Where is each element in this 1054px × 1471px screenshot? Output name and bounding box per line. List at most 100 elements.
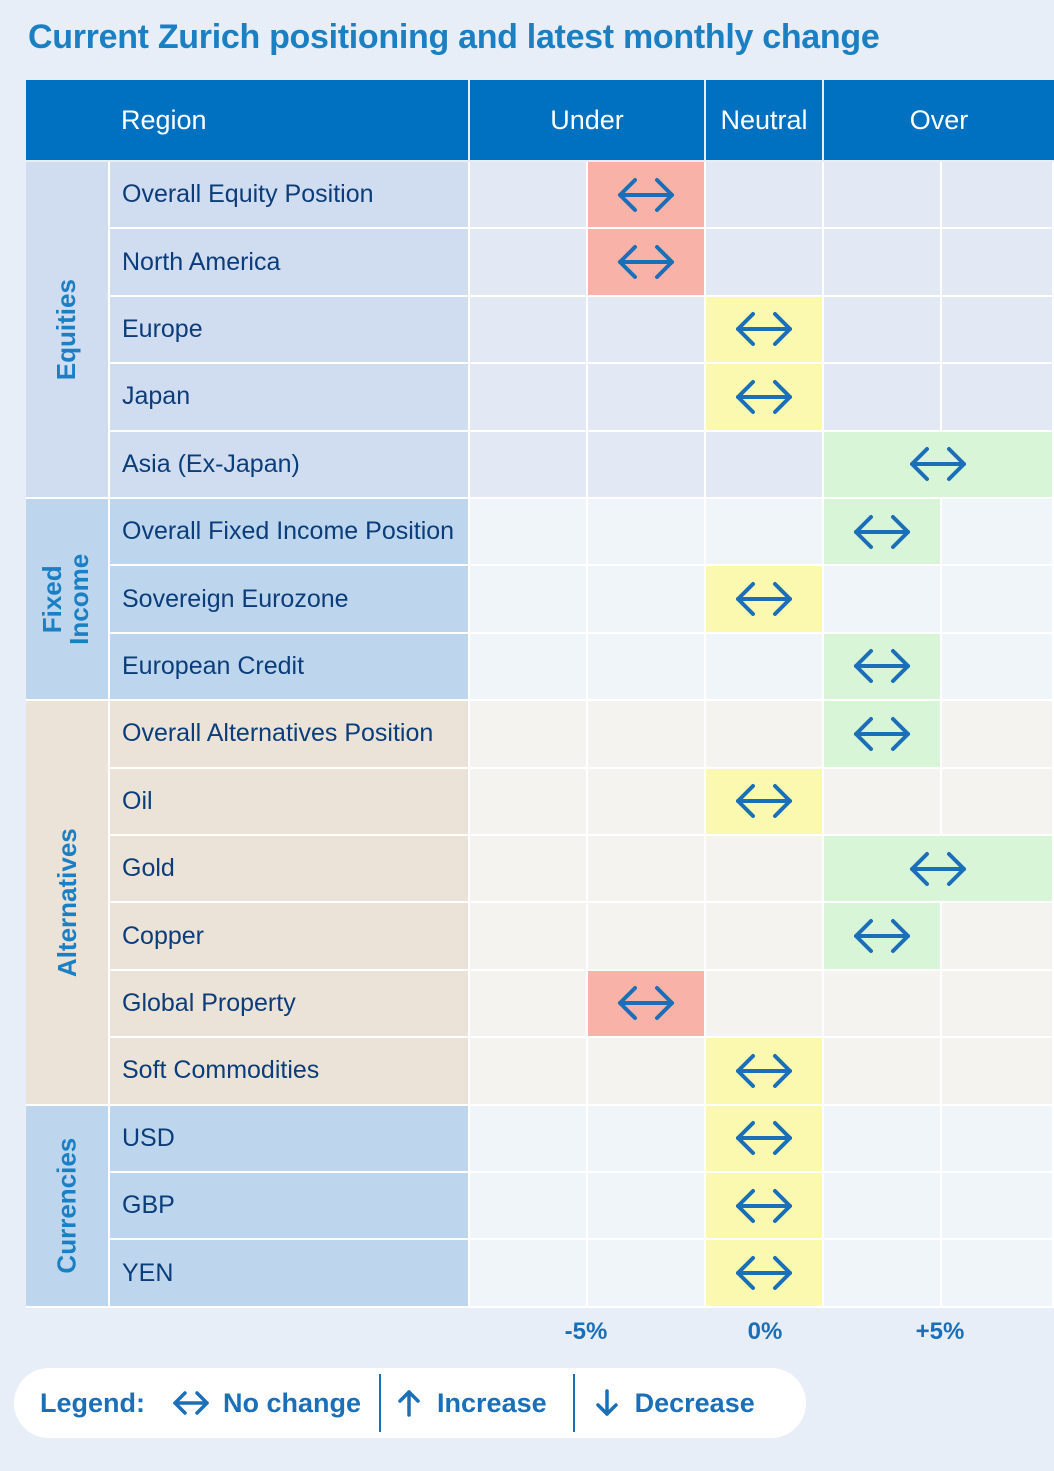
grid-cell	[470, 768, 588, 836]
row-label: USD	[110, 1105, 470, 1173]
grid-cell	[824, 1038, 942, 1106]
double-arrow-icon	[615, 983, 677, 1023]
grid-cell	[942, 1038, 1054, 1106]
legend-divider	[572, 1374, 575, 1432]
row-label: Soft Commodities	[110, 1038, 470, 1106]
group-label: Fixed Income	[37, 553, 95, 645]
grid-cell	[942, 566, 1054, 634]
grid-cell	[942, 633, 1054, 702]
position-marker	[824, 701, 942, 769]
double-arrow-icon	[733, 781, 795, 821]
position-marker	[824, 903, 942, 971]
row-label: Copper	[110, 903, 470, 971]
legend-title: Legend:	[40, 1387, 145, 1418]
row-label: Overall Equity Position	[110, 162, 470, 230]
grid-cell	[588, 1038, 706, 1106]
header-under: Under	[470, 80, 704, 160]
grid-cell	[942, 1240, 1054, 1308]
header-over: Over	[824, 80, 1054, 160]
grid-cell	[588, 903, 706, 971]
grid-cell	[824, 162, 942, 230]
position-marker	[588, 970, 706, 1039]
grid-cell	[588, 499, 706, 567]
grid-cell	[588, 633, 706, 702]
grid-cell	[588, 836, 706, 904]
position-marker	[706, 1240, 824, 1308]
grid-cell	[470, 836, 588, 904]
header-neutral: Neutral	[706, 80, 822, 160]
position-marker	[824, 431, 1054, 499]
grid-cell	[470, 701, 588, 769]
double-arrow-icon	[733, 377, 795, 417]
position-marker	[824, 499, 942, 567]
row-label: Overall Alternatives Position	[110, 701, 470, 769]
row-label: Overall Fixed Income Position	[110, 499, 470, 567]
grid-cell	[470, 1240, 588, 1308]
legend-item-decrease: Decrease	[595, 1368, 755, 1438]
double-arrow-icon	[733, 1186, 795, 1226]
down-arrow-icon	[595, 1388, 619, 1418]
double-arrow-icon	[733, 1253, 795, 1293]
double-arrow-icon	[733, 1118, 795, 1158]
grid-cell	[824, 1240, 942, 1308]
position-marker	[706, 566, 824, 634]
header-over-label: Over	[909, 104, 969, 135]
grid-cell	[706, 970, 824, 1039]
position-marker	[706, 1105, 824, 1173]
row-label: European Credit	[110, 633, 470, 702]
grid-cell	[824, 229, 942, 297]
grid-cell	[942, 364, 1054, 432]
grid-cell	[470, 1038, 588, 1106]
position-marker	[824, 633, 942, 702]
grid-cell	[942, 701, 1054, 769]
position-marker	[706, 1173, 824, 1241]
row-label: Gold	[110, 836, 470, 904]
header-region: Region	[26, 80, 468, 160]
grid-cell	[588, 1105, 706, 1173]
double-arrow-icon	[907, 849, 969, 889]
double-arrow-icon	[851, 646, 913, 686]
grid-cell	[470, 633, 588, 702]
axis-tick-label: +5%	[915, 1318, 965, 1345]
header-under-label: Under	[550, 104, 624, 135]
grid-cell	[470, 162, 588, 230]
position-marker	[588, 162, 706, 230]
grid-cell	[942, 1105, 1054, 1173]
legend-decrease-label: Decrease	[634, 1387, 755, 1418]
axis-tick-label: -5%	[564, 1318, 608, 1345]
grid-cell	[942, 499, 1054, 567]
row-label: Japan	[110, 364, 470, 432]
grid-cell	[470, 229, 588, 297]
legend: Legend: No change Increase Decrease	[14, 1368, 806, 1438]
grid-cell	[942, 296, 1054, 365]
header-neutral-label: Neutral	[720, 104, 808, 135]
group-label: Currencies	[51, 1137, 82, 1274]
grid-cell	[470, 364, 588, 432]
position-marker	[706, 768, 824, 836]
group-cell: Equities	[26, 162, 110, 499]
group-label: Alternatives	[51, 827, 82, 977]
double-arrow-icon	[615, 242, 677, 282]
legend-increase-label: Increase	[437, 1387, 547, 1418]
grid-cell	[706, 903, 824, 971]
row-label: Asia (Ex-Japan)	[110, 431, 470, 499]
legend-item-no-change: No change	[171, 1368, 361, 1438]
row-label: Europe	[110, 296, 470, 365]
row-label: Sovereign Eurozone	[110, 566, 470, 634]
grid-cell	[942, 768, 1054, 836]
grid-cell	[588, 1240, 706, 1308]
grid-cell	[824, 768, 942, 836]
grid-cell	[588, 768, 706, 836]
row-label: YEN	[110, 1240, 470, 1308]
grid-cell	[470, 1105, 588, 1173]
grid-cell	[470, 296, 588, 365]
grid-cell	[942, 1173, 1054, 1241]
grid-cell	[470, 431, 588, 499]
legend-no-change-label: No change	[223, 1387, 362, 1418]
grid-cell	[470, 970, 588, 1039]
grid-cell	[824, 364, 942, 432]
double-arrow-icon	[733, 1051, 795, 1091]
position-marker	[588, 229, 706, 297]
grid-cell	[706, 633, 824, 702]
row-label: GBP	[110, 1173, 470, 1241]
